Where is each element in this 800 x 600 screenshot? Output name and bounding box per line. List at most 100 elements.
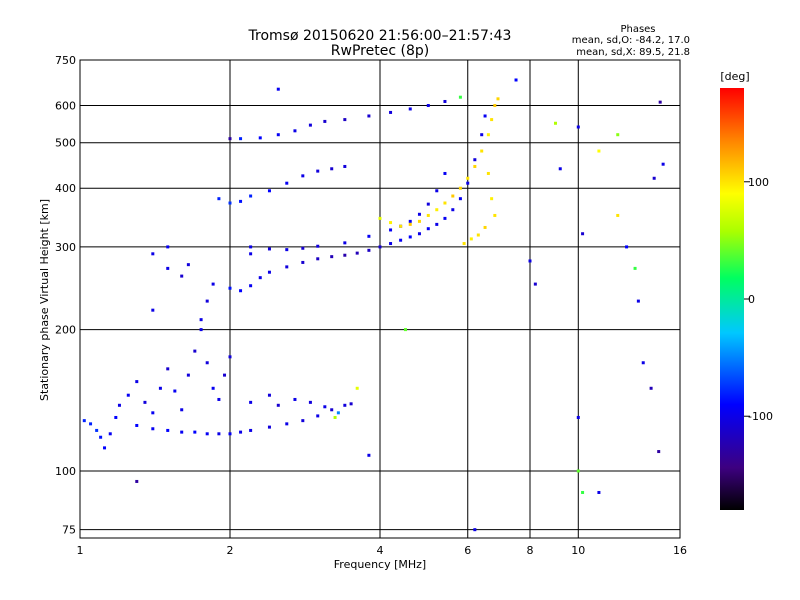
data-point [576, 415, 580, 419]
data-point [443, 201, 447, 205]
data-point [211, 386, 215, 390]
data-point [158, 386, 162, 390]
colorbar [720, 88, 744, 510]
x-tick-label: 16 [673, 544, 687, 557]
data-point [223, 373, 227, 377]
data-point [117, 403, 121, 407]
data-point [173, 389, 177, 393]
data-point [514, 78, 518, 82]
data-point [249, 245, 253, 249]
data-point [151, 308, 155, 312]
data-point [417, 232, 421, 236]
data-point [458, 197, 462, 201]
data-point [451, 208, 455, 212]
data-point [389, 228, 393, 232]
data-point [103, 446, 107, 450]
x-tick-label: 2 [227, 544, 234, 557]
data-point [82, 419, 86, 423]
y-tick-label: 75 [62, 524, 76, 537]
data-point [581, 490, 585, 494]
data-point [323, 119, 327, 123]
data-point [258, 276, 262, 280]
data-point [180, 430, 184, 434]
data-point [217, 197, 221, 201]
data-point [293, 129, 297, 133]
x-tick-label: 8 [527, 544, 534, 557]
data-point [435, 208, 439, 212]
data-point [636, 299, 640, 303]
data-point [435, 222, 439, 226]
y-tick-label: 200 [55, 324, 76, 337]
data-point [143, 400, 147, 404]
data-point [473, 158, 477, 162]
data-point [267, 425, 271, 429]
data-point [217, 397, 221, 401]
colorbar-ticks: 100 0 -100 [744, 176, 773, 423]
data-point [151, 427, 155, 431]
data-point [473, 528, 477, 532]
data-point [355, 386, 359, 390]
y-tick-label: 500 [55, 137, 76, 150]
data-point [249, 400, 253, 404]
data-point [199, 328, 203, 332]
data-point [367, 234, 371, 238]
data-point [166, 367, 170, 371]
data-point [597, 149, 601, 153]
data-point [228, 432, 232, 436]
data-point [641, 361, 645, 365]
data-point [249, 252, 253, 256]
y-tick-label: 100 [55, 465, 76, 478]
data-point [458, 95, 462, 99]
data-point [480, 133, 484, 137]
data-point [403, 328, 407, 332]
y-tick-labels: 75 100 200 300 400 500 600 750 [55, 54, 76, 537]
data-point [285, 265, 289, 269]
data-point [367, 453, 371, 457]
data-point [239, 430, 243, 434]
data-point [239, 289, 243, 293]
data-point [217, 432, 221, 436]
data-point [616, 213, 620, 217]
data-point [267, 247, 271, 251]
data-point [493, 213, 497, 217]
data-point [336, 411, 340, 415]
data-point [367, 114, 371, 118]
data-point [528, 259, 532, 263]
data-points [82, 78, 665, 532]
y-tick-label: 600 [55, 100, 76, 113]
data-point [652, 176, 656, 180]
colorbar-tick-label: 0 [748, 293, 755, 306]
x-axis-label: Frequency [MHz] [334, 558, 426, 571]
data-point [349, 402, 353, 406]
data-point [343, 118, 347, 122]
data-point [399, 238, 403, 242]
data-point [616, 133, 620, 137]
data-point [343, 253, 347, 257]
data-point [228, 286, 232, 290]
x-tick-label: 1 [77, 544, 84, 557]
data-point [239, 199, 243, 203]
data-point [389, 110, 393, 114]
data-point [399, 224, 403, 228]
data-point [285, 422, 289, 426]
data-point [193, 430, 197, 434]
y-axis-label: Stationary phase Virtual Height [km] [38, 199, 51, 401]
data-point [493, 104, 497, 108]
data-point [633, 266, 637, 270]
data-point [258, 136, 262, 140]
data-point [135, 479, 139, 483]
data-point [186, 373, 190, 377]
data-point [330, 408, 334, 412]
data-point [330, 255, 334, 259]
data-point [443, 171, 447, 175]
data-point [426, 202, 430, 206]
data-point [186, 263, 190, 267]
data-point [301, 174, 305, 178]
data-point [293, 397, 297, 401]
data-point [426, 104, 430, 108]
data-point [343, 403, 347, 407]
data-point [301, 419, 305, 423]
data-point [135, 380, 139, 384]
data-point [108, 432, 112, 436]
data-point [276, 403, 280, 407]
